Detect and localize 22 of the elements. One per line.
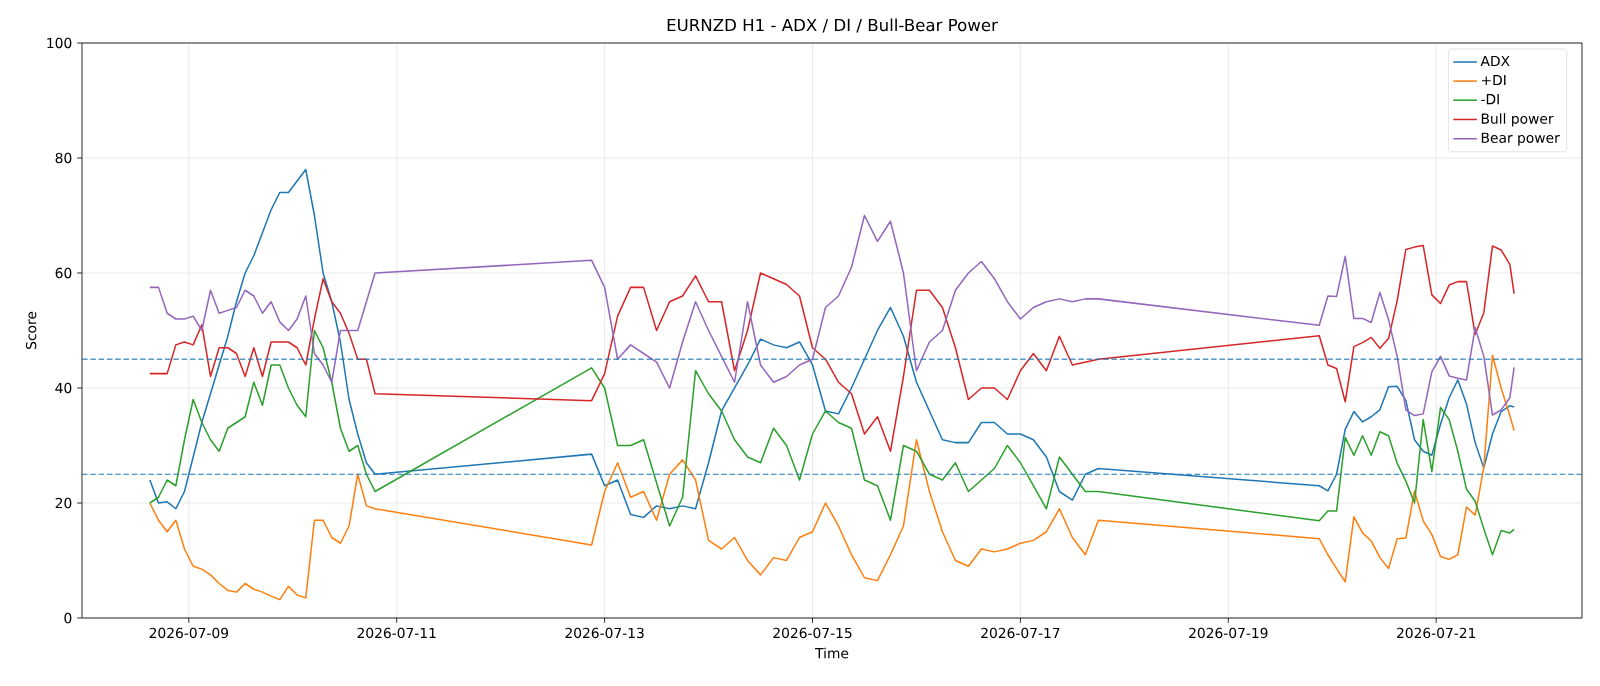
legend-label: Bull power xyxy=(1481,113,1554,127)
legend-label: +DI xyxy=(1481,75,1506,86)
y-tick-label: 100 xyxy=(47,37,72,49)
y-tick-label: 60 xyxy=(55,267,72,279)
x-tick-label: 2026-07-15 xyxy=(773,627,852,639)
x-tick-label: 2026-07-09 xyxy=(149,627,229,639)
legend-label: ADX xyxy=(1480,55,1510,67)
x-tick-label: 2026-07-13 xyxy=(565,627,644,639)
line-series xyxy=(149,354,1515,601)
y-axis-title: Score xyxy=(25,311,37,349)
y-tick-label: 80 xyxy=(55,152,72,164)
y-tick-label: 0 xyxy=(64,612,72,624)
x-tick-label: 2026-07-17 xyxy=(981,627,1060,639)
x-tick-label: 2026-07-19 xyxy=(1189,627,1268,639)
legend-label: -DI xyxy=(1481,94,1499,105)
y-tick-label: 20 xyxy=(55,497,72,509)
x-tick-label: 2026-07-11 xyxy=(357,627,436,639)
y-tick-label: 40 xyxy=(55,382,72,394)
x-axis-title: Time xyxy=(815,647,849,659)
chart-title: EURNZD H1 - ADX / DI / Bull-Bear Power xyxy=(667,18,998,33)
x-tick-label: 2026-07-21 xyxy=(1396,627,1476,639)
legend-label: Bear power xyxy=(1481,132,1560,146)
